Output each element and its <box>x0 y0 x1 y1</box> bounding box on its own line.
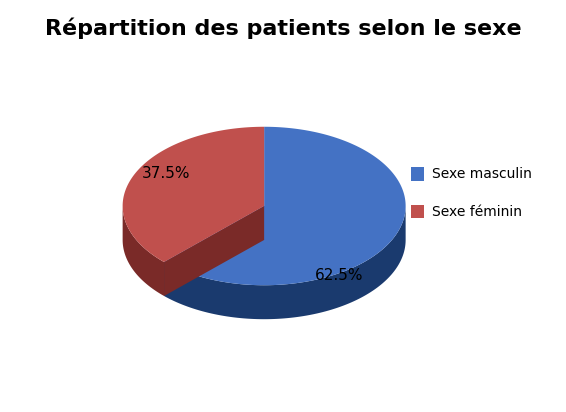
Bar <box>411 167 424 180</box>
Polygon shape <box>123 127 264 262</box>
Text: Sexe féminin: Sexe féminin <box>432 205 522 219</box>
Bar <box>411 205 424 218</box>
Polygon shape <box>164 206 264 296</box>
Polygon shape <box>164 206 264 296</box>
Text: Répartition des patients selon le sexe: Répartition des patients selon le sexe <box>45 17 521 39</box>
Polygon shape <box>164 127 406 285</box>
Polygon shape <box>164 206 406 319</box>
Text: Sexe masculin: Sexe masculin <box>432 167 532 181</box>
Text: 37.5%: 37.5% <box>142 166 190 181</box>
Text: 62.5%: 62.5% <box>315 268 364 283</box>
Polygon shape <box>123 206 164 296</box>
